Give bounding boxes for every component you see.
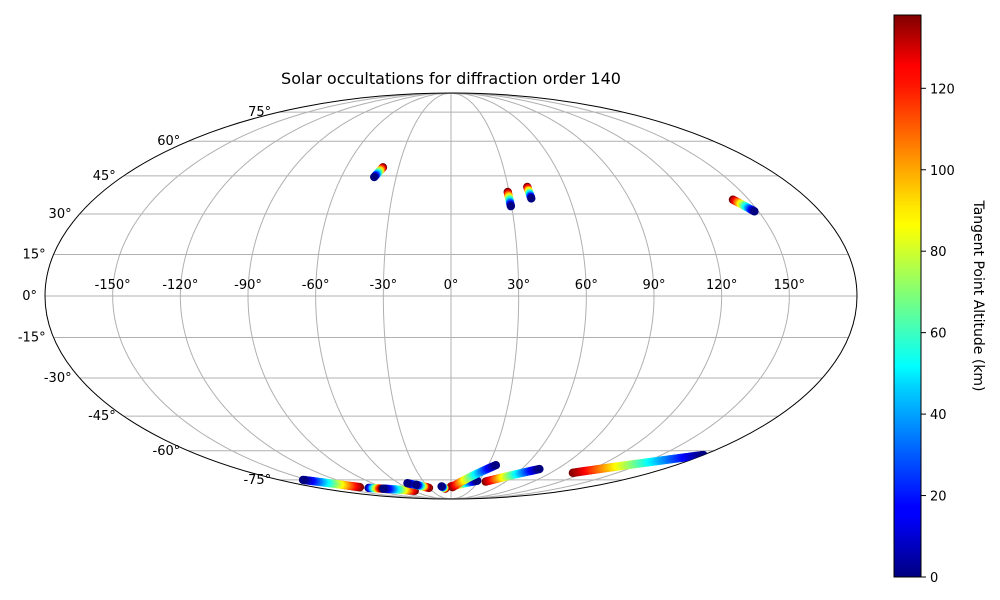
colorbar: 0 20 40 60 80 100 120 Tangent Point Altitude (… — [893, 14, 986, 586]
y-tick-label: -45° — [88, 409, 116, 424]
track — [437, 482, 450, 493]
track — [448, 461, 501, 492]
y-tick-label: -15° — [18, 331, 46, 346]
colorbar-label: Tangent Point Altitude (km) — [970, 199, 986, 391]
data-point — [491, 461, 501, 470]
track — [481, 464, 544, 486]
y-tick-label: 60° — [157, 134, 180, 149]
data-point — [412, 480, 421, 490]
chart-title: Solar occultations for diffraction order… — [281, 69, 621, 88]
data-point — [437, 482, 446, 491]
x-tick-label: -60° — [302, 278, 330, 293]
data-point — [535, 464, 544, 474]
data-point — [379, 484, 388, 493]
y-tick-label: 0° — [22, 289, 37, 304]
data-point — [403, 479, 412, 488]
colorbar-tick-label: 20 — [930, 490, 947, 505]
x-tick-label: -90° — [234, 278, 262, 293]
data-point — [370, 172, 379, 182]
map-outline — [44, 92, 858, 500]
y-tick-label: 15° — [23, 247, 46, 262]
occultation-tracks — [298, 163, 759, 495]
y-tick-label: 30° — [49, 207, 72, 222]
track — [412, 480, 431, 492]
y-tick-label: 75° — [248, 105, 271, 120]
y-tick-label: -75° — [243, 473, 271, 488]
data-point — [527, 194, 536, 203]
colorbar-tick-label: 100 — [930, 164, 955, 179]
track — [370, 163, 388, 182]
x-tick-label: -120° — [162, 278, 198, 293]
longitude-tick-labels: -150° -120° -90° -60° -30° 0° 30° 60° 90° 120° 150… — [95, 278, 805, 293]
y-tick-label: 45° — [93, 169, 116, 184]
track — [568, 450, 708, 478]
data-point — [750, 207, 759, 216]
colorbar-tick-label: 0 — [930, 571, 938, 586]
track — [523, 182, 536, 203]
x-tick-label: 0° — [444, 278, 459, 293]
track — [728, 195, 759, 216]
colorbar-tick-label: 80 — [930, 245, 947, 260]
y-tick-label: -30° — [44, 371, 72, 386]
colorbar-tick-label: 40 — [930, 408, 947, 423]
colorbar-gradient — [893, 14, 922, 578]
x-tick-label: 120° — [706, 278, 737, 293]
y-tick-label: -60° — [153, 444, 181, 459]
x-tick-label: -30° — [369, 278, 397, 293]
track — [298, 475, 365, 492]
x-tick-label: 30° — [507, 278, 530, 293]
colorbar-tick-label: 120 — [930, 82, 955, 97]
map-grid — [45, 93, 857, 499]
x-tick-label: 90° — [642, 278, 665, 293]
latitude-tick-labels: -75° -60° -45° -30° -15° 0° 15° 30° 45° 60° 75° — [18, 105, 271, 488]
track — [503, 187, 516, 211]
colorbar-tick-label: 60 — [930, 327, 947, 342]
x-tick-label: -150° — [95, 278, 131, 293]
data-point — [506, 201, 516, 211]
x-tick-label: 150° — [774, 278, 805, 293]
data-point — [298, 475, 308, 485]
colorbar-ticks: 0 20 40 60 80 100 120 — [921, 82, 955, 586]
x-tick-label: 60° — [575, 278, 598, 293]
